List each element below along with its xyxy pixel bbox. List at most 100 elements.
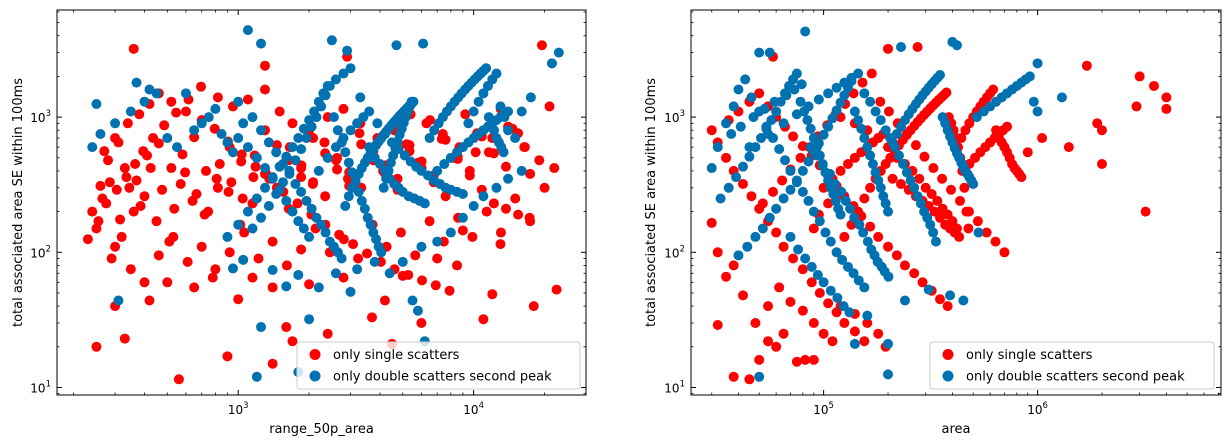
left-point-double bbox=[383, 165, 394, 176]
right-point-single bbox=[883, 241, 894, 252]
left-point-double bbox=[340, 147, 351, 158]
left-point-double bbox=[287, 142, 298, 153]
left-point-double bbox=[353, 186, 364, 197]
right-legend-box bbox=[929, 341, 1215, 390]
right-point-double bbox=[795, 96, 806, 107]
left-point-double bbox=[313, 282, 324, 293]
right-point-single bbox=[737, 179, 748, 190]
left-point-single bbox=[175, 179, 186, 190]
right-point-double bbox=[746, 92, 757, 103]
right-point-double bbox=[754, 371, 765, 382]
left-point-double bbox=[516, 106, 527, 117]
right-point-single bbox=[1161, 103, 1172, 114]
left-point-double bbox=[416, 241, 427, 252]
left-point-single bbox=[444, 285, 455, 296]
right-point-double bbox=[731, 172, 742, 183]
left-point-double bbox=[196, 118, 207, 129]
right-point-single bbox=[942, 301, 953, 312]
right-point-single bbox=[800, 354, 811, 365]
right-point-double bbox=[862, 142, 873, 153]
left-point-single bbox=[274, 106, 285, 117]
right-point-double bbox=[909, 182, 920, 193]
left-point-double bbox=[336, 253, 347, 264]
left-point-single bbox=[452, 260, 463, 271]
right-point-double bbox=[862, 310, 873, 321]
right-point-double bbox=[820, 227, 831, 238]
right-point-double bbox=[865, 96, 876, 107]
left-point-double bbox=[316, 101, 327, 112]
right-point-double bbox=[835, 209, 846, 220]
left-point-double bbox=[251, 193, 262, 204]
left-legend-marker-single bbox=[309, 349, 321, 360]
right-point-double bbox=[721, 118, 732, 129]
right-point-double bbox=[880, 125, 891, 136]
right-point-double bbox=[859, 282, 870, 293]
left-point-single bbox=[354, 128, 365, 139]
right-point-single bbox=[778, 241, 789, 252]
right-point-double bbox=[779, 155, 790, 166]
left-point-single bbox=[356, 139, 367, 150]
right-point-single bbox=[842, 159, 853, 170]
right-point-single bbox=[909, 268, 920, 279]
right-point-single bbox=[712, 247, 723, 258]
right-point-single bbox=[795, 152, 806, 163]
left-point-single bbox=[122, 118, 133, 129]
right-point-double bbox=[706, 163, 717, 174]
left-point-single bbox=[470, 147, 481, 158]
right-point-single bbox=[737, 290, 748, 301]
left-point-double bbox=[203, 112, 214, 123]
left-point-double bbox=[233, 133, 244, 144]
right-point-double bbox=[958, 295, 969, 306]
left-point-single bbox=[125, 264, 136, 275]
left-point-double bbox=[256, 125, 267, 136]
right-point-double bbox=[800, 253, 811, 264]
left-point-double bbox=[503, 173, 514, 184]
right-point-double bbox=[896, 42, 907, 53]
right-point-single bbox=[875, 96, 886, 107]
left-point-single bbox=[510, 193, 521, 204]
right-point-double bbox=[800, 26, 811, 37]
left-point-single bbox=[203, 206, 214, 217]
right-point-single bbox=[928, 163, 939, 174]
left-point-single bbox=[432, 253, 443, 264]
right-point-single bbox=[990, 236, 1001, 247]
left-point-double bbox=[260, 182, 271, 193]
left-point-single bbox=[212, 92, 223, 103]
left-point-single bbox=[544, 101, 555, 112]
left-point-double bbox=[172, 142, 183, 153]
left-point-double bbox=[110, 118, 121, 129]
left-point-single bbox=[153, 250, 164, 261]
right-point-single bbox=[763, 301, 774, 312]
left-point-double bbox=[352, 264, 363, 275]
right-point-single bbox=[806, 277, 817, 288]
left-point-single bbox=[196, 241, 207, 252]
right-point-single bbox=[910, 140, 921, 151]
right-point-single bbox=[1037, 133, 1048, 144]
left-point-single bbox=[519, 142, 530, 153]
right-point-single bbox=[961, 206, 972, 217]
right-point-single bbox=[932, 195, 943, 206]
right-point-double bbox=[797, 165, 808, 176]
left-point-double bbox=[216, 129, 227, 140]
right-point-single bbox=[887, 173, 898, 184]
right-point-double bbox=[778, 118, 789, 129]
right-point-single bbox=[1063, 142, 1074, 153]
left-point-double bbox=[350, 177, 361, 188]
left-point-double bbox=[293, 216, 304, 227]
left-point-double bbox=[301, 195, 312, 206]
left-point-single bbox=[171, 107, 182, 118]
left-point-double bbox=[355, 92, 366, 103]
left-point-single bbox=[267, 282, 278, 293]
right-point-single bbox=[865, 182, 876, 193]
right-point-double bbox=[803, 101, 814, 112]
right-point-double bbox=[818, 277, 829, 288]
right-point-double bbox=[825, 236, 836, 247]
left-point-single bbox=[177, 149, 188, 160]
right-point-single bbox=[883, 43, 894, 54]
right-point-double bbox=[971, 112, 982, 123]
left-point-single bbox=[296, 244, 307, 255]
right-point-double bbox=[813, 138, 824, 149]
left-point-single bbox=[242, 94, 253, 105]
left-point-double bbox=[278, 159, 289, 170]
